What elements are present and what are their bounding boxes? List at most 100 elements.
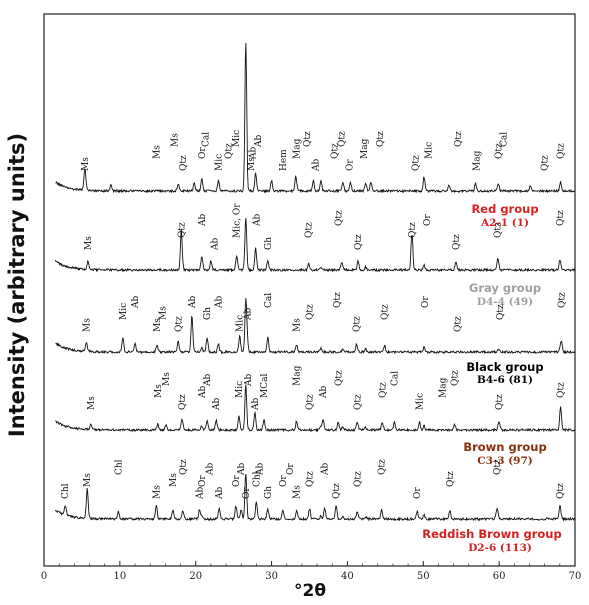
peak-label: Mag — [472, 150, 482, 171]
xrd-trace — [54, 218, 576, 273]
peak-label: Cal — [500, 132, 510, 147]
peak-label: Qtz — [334, 370, 344, 386]
peak-label: Qtz — [453, 316, 463, 332]
y-axis-label: Intensity (arbitrary units) — [5, 133, 29, 437]
peak-label: Qtz — [306, 394, 316, 410]
peak-label: Mic — [236, 315, 246, 332]
peak-label: Ms — [153, 318, 163, 332]
peak-label: Ab — [312, 159, 322, 172]
peak-label: Or — [346, 159, 356, 171]
xrd-trace — [55, 42, 576, 194]
peak-label: Mag — [360, 138, 370, 159]
peak-label: Qtz — [306, 471, 316, 487]
peak-label: Qtz — [334, 210, 344, 226]
series-name: Black group — [466, 360, 543, 374]
peak-label: Ab — [254, 135, 264, 148]
peak-label: Ab — [249, 147, 259, 160]
peak-label: Mic — [416, 393, 426, 410]
peak-label: Qtz — [381, 304, 391, 320]
x-tick-label-30: 30 — [265, 571, 278, 582]
peak-label: Ms — [83, 318, 93, 332]
peak-label: Ab — [237, 463, 247, 476]
peak-label: Mic — [215, 154, 225, 171]
peak-label: Ab — [243, 308, 253, 321]
x-tick-label-10: 10 — [113, 571, 126, 582]
peak-label: Mag — [438, 377, 448, 398]
peak-label: MCal — [260, 374, 270, 398]
series-name: Brown group — [463, 440, 546, 454]
x-tick-label-20: 20 — [189, 571, 202, 582]
peak-label: Qtz — [224, 143, 234, 159]
peak-label: Qtz — [446, 471, 456, 487]
peak-label: Ms — [152, 485, 162, 499]
series-sample: C3-3 (97) — [477, 455, 533, 467]
peak-label: Mag — [293, 138, 303, 159]
peak-label: Ms — [84, 236, 94, 250]
peak-label: Ab — [211, 238, 221, 251]
peak-label: Mag — [293, 365, 303, 386]
series-sample: A2-1 (1) — [480, 217, 529, 229]
peak-label: Mic — [232, 130, 242, 147]
plot-frame — [43, 13, 576, 567]
peak-label: Ms — [162, 372, 172, 386]
x-tick-label-60: 60 — [493, 571, 506, 582]
peak-label: Ab — [198, 214, 208, 227]
peak-label: Qtz — [378, 459, 388, 475]
peak-label: Ab — [198, 386, 208, 399]
peak-label: Or — [286, 463, 296, 475]
peak-label: Chl — [252, 471, 262, 487]
peak-label: Ab — [212, 398, 222, 411]
peak-label: Qtz — [179, 459, 189, 475]
peak-label: Ab — [215, 296, 225, 309]
peak-label: Ms — [81, 157, 91, 171]
peak-label: Qtz — [452, 234, 462, 250]
peak-label: Ab — [244, 374, 254, 387]
peak-label: Qtz — [556, 210, 566, 226]
peak-label: Ms — [169, 473, 179, 487]
peak-label: Qtz — [353, 394, 363, 410]
peak-label: Qtz — [541, 155, 551, 171]
peak-label: Chl — [61, 483, 71, 499]
peak-label: Qtz — [333, 292, 343, 308]
peak-label: Ms — [293, 485, 303, 499]
peak-label: Or — [421, 296, 431, 308]
peak-label: Mic, Or — [233, 203, 243, 238]
peak-label: Mic — [119, 303, 129, 320]
series-name: Gray group — [469, 281, 541, 295]
peak-label: Gh — [203, 307, 213, 320]
peak-label: Qtz — [303, 131, 313, 147]
peak-label: Ab — [321, 463, 331, 476]
series-name: Reddish Brown group — [422, 527, 561, 541]
peak-label: Mic — [425, 142, 435, 159]
peak-label: Chl — [114, 459, 124, 475]
peak-label: Qtz — [557, 143, 567, 159]
peak-label: Gh — [264, 486, 274, 499]
series-name: Red group — [471, 202, 538, 216]
peak-label: Ms — [293, 318, 303, 332]
peak-label: Ab — [251, 398, 261, 411]
peak-label: Or — [198, 147, 208, 159]
peak-label: Qtz — [412, 155, 422, 171]
peak-label: Qtz — [178, 394, 188, 410]
peak-label: Qtz — [496, 304, 506, 320]
peak-label: Or — [413, 487, 423, 499]
peak-label: Or — [198, 475, 208, 487]
peak-label: Ab — [215, 487, 225, 500]
peak-label: Qtz — [378, 382, 388, 398]
peak-label: Qtz — [174, 316, 184, 332]
peak-label: Ab — [196, 487, 206, 500]
xrd-trace — [55, 298, 576, 355]
peak-label: Cal — [391, 371, 401, 386]
peak-label: Ab — [255, 463, 265, 476]
peak-label: Ms — [247, 157, 257, 171]
peak-label: Ms — [152, 145, 162, 159]
peak-label: Qtz — [179, 155, 189, 171]
peak-label: Qtz — [495, 394, 505, 410]
series-sample: D2-6 (113) — [468, 542, 532, 554]
xrd-trace — [54, 473, 576, 522]
peak-label: Qtz — [557, 382, 567, 398]
x-axis-label: °2θ — [294, 581, 326, 601]
peak-label: Or — [232, 475, 242, 487]
series-sample: D4-4 (49) — [477, 296, 533, 308]
peak-label: Ms — [87, 396, 97, 410]
